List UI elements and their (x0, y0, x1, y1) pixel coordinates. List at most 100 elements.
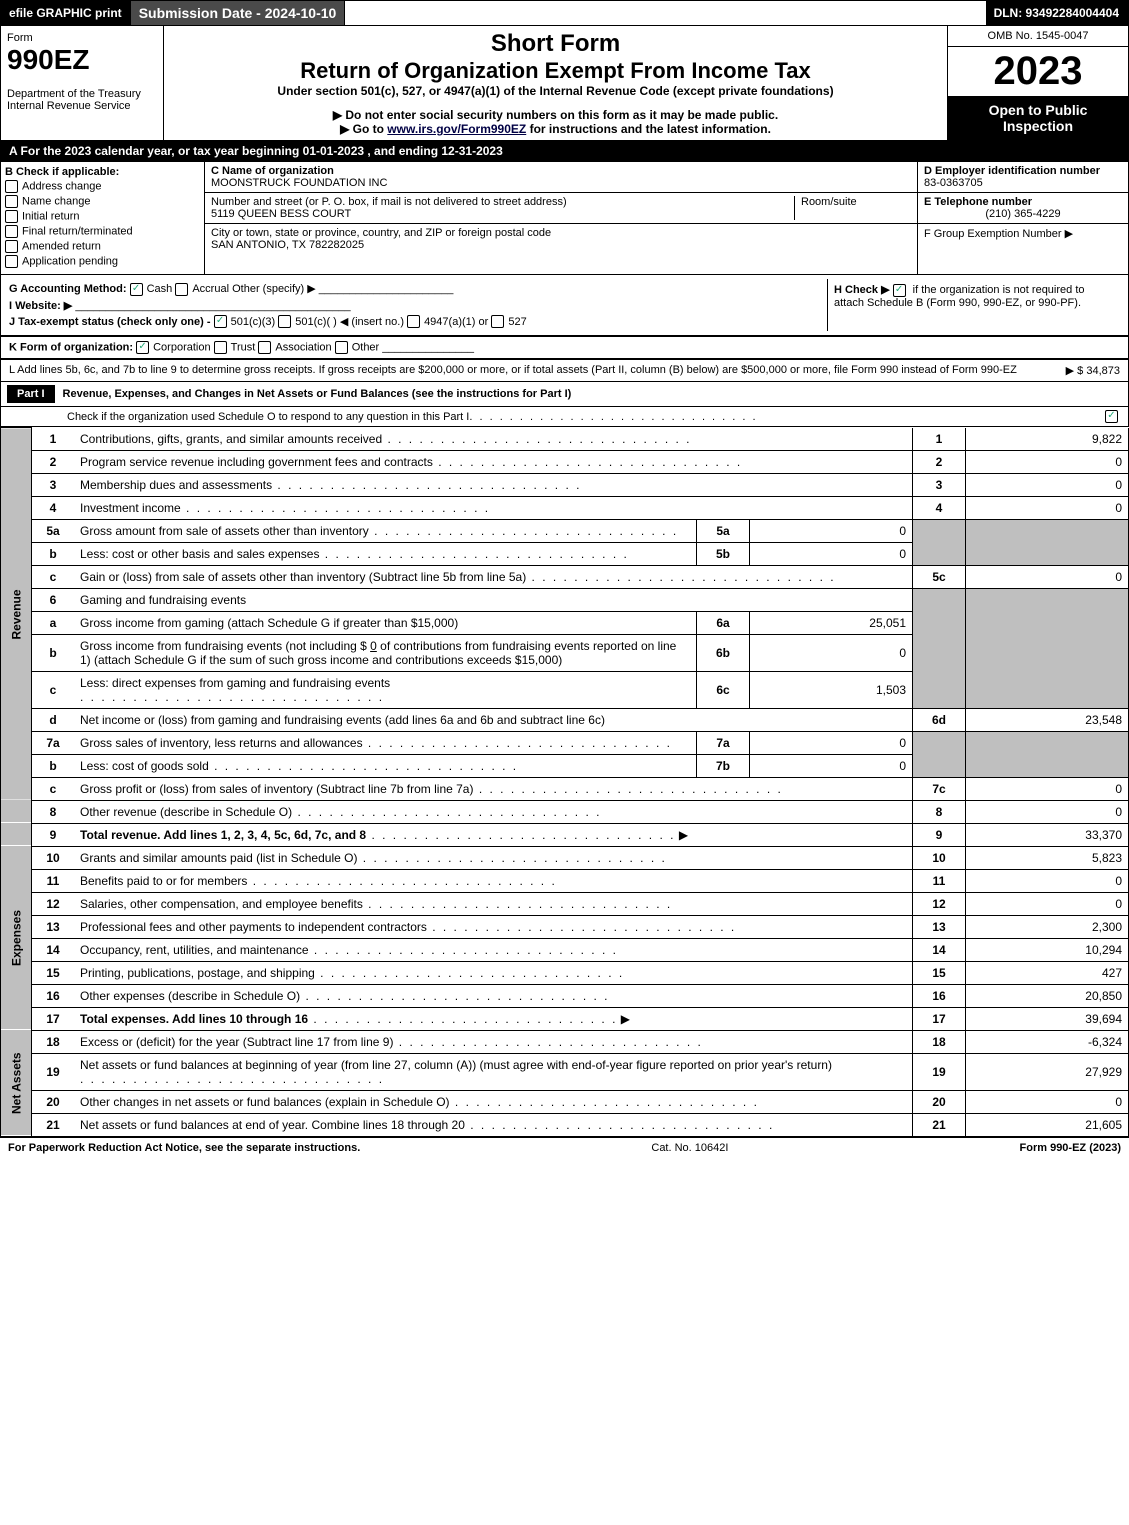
h-label: H Check ▶ (834, 284, 890, 296)
line-18-value: -6,324 (966, 1030, 1129, 1053)
chk-trust[interactable] (214, 341, 227, 354)
note-1: ▶ Do not enter social security numbers o… (168, 108, 943, 122)
chk-name[interactable]: Name change (5, 195, 200, 208)
line-5b-sub: 0 (750, 542, 913, 565)
line-12-value: 0 (966, 892, 1129, 915)
section-a: A For the 2023 calendar year, or tax yea… (0, 141, 1129, 162)
paperwork-notice: For Paperwork Reduction Act Notice, see … (8, 1142, 360, 1154)
k-label: K Form of organization: (9, 342, 133, 354)
line-20-value: 0 (966, 1090, 1129, 1113)
form-label: Form (7, 32, 33, 44)
chk-527[interactable] (491, 315, 504, 328)
d-label: D Employer identification number (924, 165, 1100, 177)
section-b-c-d-e-f: B Check if applicable: Address change Na… (0, 162, 1129, 275)
c-label: C Name of organization (211, 165, 334, 177)
irs: Internal Revenue Service (7, 100, 131, 112)
part-1-header: Part I Revenue, Expenses, and Changes in… (0, 382, 1129, 407)
line-7a-sub: 0 (750, 731, 913, 754)
chk-assoc[interactable] (258, 341, 271, 354)
chk-h[interactable] (893, 284, 906, 297)
city: SAN ANTONIO, TX 782282025 (211, 239, 364, 251)
part-1-badge: Part I (7, 385, 55, 403)
omb: OMB No. 1545-0047 (948, 26, 1128, 47)
i-label: I Website: ▶ (9, 300, 72, 312)
chk-final[interactable]: Final return/terminated (5, 225, 200, 238)
chk-initial[interactable]: Initial return (5, 210, 200, 223)
tax-year: 2023 (948, 47, 1128, 96)
chk-501c3[interactable] (214, 315, 227, 328)
line-14-value: 10,294 (966, 938, 1129, 961)
form-header: Form 990EZ Department of the Treasury In… (0, 26, 1129, 141)
b-title: B Check if applicable: (5, 166, 119, 178)
line-19-value: 27,929 (966, 1053, 1129, 1090)
chk-accrual[interactable] (175, 283, 188, 296)
line-16-value: 20,850 (966, 984, 1129, 1007)
addr-label: Number and street (or P. O. box, if mail… (211, 196, 567, 208)
efile-label: efile GRAPHIC print (1, 1, 131, 25)
expenses-side: Expenses (1, 846, 32, 1030)
chk-other[interactable] (335, 341, 348, 354)
line-3-value: 0 (966, 473, 1129, 496)
section-k: K Form of organization: Corporation Trus… (0, 336, 1129, 359)
form-number: 990EZ (7, 44, 90, 75)
line-1-value: 9,822 (966, 428, 1129, 451)
note-2: ▶ Go to www.irs.gov/Form990EZ for instru… (168, 122, 943, 136)
p1-check-text: Check if the organization used Schedule … (67, 411, 469, 423)
part-1-title: Revenue, Expenses, and Changes in Net As… (63, 388, 572, 400)
line-13-value: 2,300 (966, 915, 1129, 938)
line-6c-sub: 1,503 (750, 671, 913, 708)
revenue-table: Revenue 1Contributions, gifts, grants, a… (0, 427, 1129, 1137)
f-label: F Group Exemption Number ▶ (918, 224, 1128, 243)
telephone: (210) 365-4229 (924, 208, 1122, 220)
submission-date: Submission Date - 2024-10-10 (131, 1, 346, 25)
line-2-value: 0 (966, 450, 1129, 473)
room-suite: Room/suite (794, 196, 911, 220)
footer: For Paperwork Reduction Act Notice, see … (0, 1137, 1129, 1158)
chk-schedule-o[interactable] (1105, 410, 1118, 423)
chk-address[interactable]: Address change (5, 180, 200, 193)
e-label: E Telephone number (924, 196, 1032, 208)
net-side: Net Assets (1, 1030, 32, 1136)
line-7c-value: 0 (966, 777, 1129, 800)
form-ref: Form 990-EZ (2023) (1020, 1142, 1121, 1154)
subtitle: Under section 501(c), 527, or 4947(a)(1)… (168, 84, 943, 98)
line-6d-value: 23,548 (966, 708, 1129, 731)
line-6b-sub: 0 (750, 634, 913, 671)
chk-pending[interactable]: Application pending (5, 255, 200, 268)
line-15-value: 427 (966, 961, 1129, 984)
l-value: ▶ $ 34,873 (1066, 364, 1120, 377)
cat-no: Cat. No. 10642I (651, 1142, 728, 1154)
j-label: J Tax-exempt status (check only one) - (9, 316, 211, 328)
chk-501c[interactable] (278, 315, 291, 328)
inspection-badge: Open to Public Inspection (948, 96, 1128, 140)
address: 5119 QUEEN BESS COURT (211, 208, 351, 220)
section-g-h-i-j: G Accounting Method: Cash Accrual Other … (0, 275, 1129, 336)
line-4-value: 0 (966, 496, 1129, 519)
return-title: Return of Organization Exempt From Incom… (168, 58, 943, 84)
chk-amended[interactable]: Amended return (5, 240, 200, 253)
chk-4947[interactable] (407, 315, 420, 328)
line-17-value: 39,694 (966, 1007, 1129, 1030)
line-11-value: 0 (966, 869, 1129, 892)
part-1-check: Check if the organization used Schedule … (0, 407, 1129, 427)
chk-corp[interactable] (136, 341, 149, 354)
line-7b-sub: 0 (750, 754, 913, 777)
line-5a-sub: 0 (750, 519, 913, 542)
revenue-side: Revenue (1, 428, 32, 801)
line-8-value: 0 (966, 800, 1129, 823)
g-label: G Accounting Method: (9, 283, 127, 295)
line-9-value: 33,370 (966, 823, 1129, 846)
section-l: L Add lines 5b, 6c, and 7b to line 9 to … (0, 359, 1129, 382)
top-bar: efile GRAPHIC print Submission Date - 20… (0, 0, 1129, 26)
dept: Department of the Treasury (7, 88, 141, 100)
l-text: L Add lines 5b, 6c, and 7b to line 9 to … (9, 364, 1066, 377)
line-6a-sub: 25,051 (750, 611, 913, 634)
irs-link[interactable]: www.irs.gov/Form990EZ (387, 122, 526, 136)
city-label: City or town, state or province, country… (211, 227, 551, 239)
dln: DLN: 93492284004404 (986, 1, 1128, 25)
chk-cash[interactable] (130, 283, 143, 296)
line-10-value: 5,823 (966, 846, 1129, 869)
ein: 83-0363705 (924, 177, 983, 189)
short-form-title: Short Form (168, 30, 943, 58)
org-name: MOONSTRUCK FOUNDATION INC (211, 177, 387, 189)
